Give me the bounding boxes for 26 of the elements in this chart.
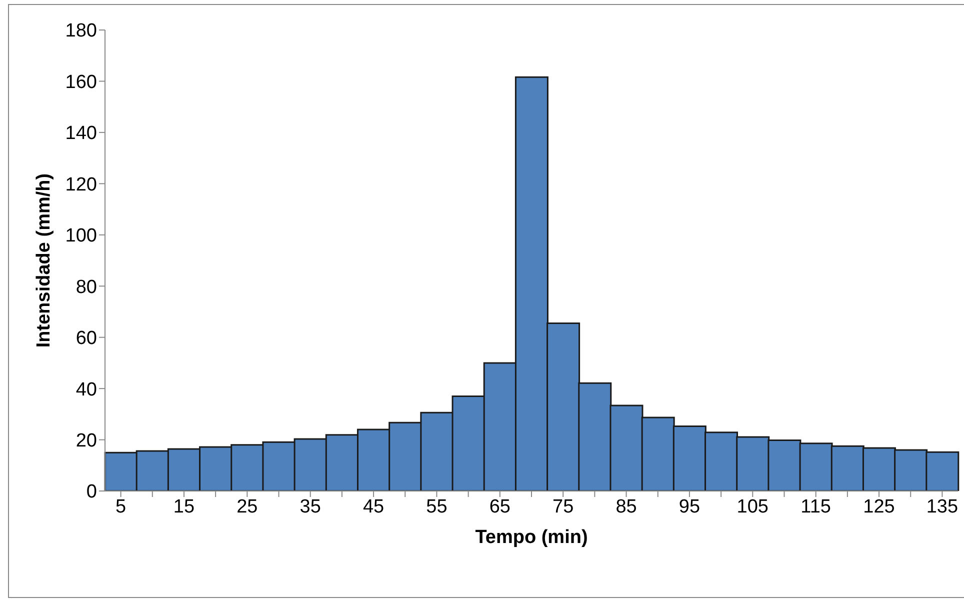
y-tick-label: 180 — [65, 20, 97, 42]
x-tick-label: 105 — [736, 496, 768, 518]
y-tick-label: 120 — [65, 174, 97, 196]
y-tick-label: 100 — [65, 226, 97, 247]
y-tick-label: 160 — [65, 72, 97, 93]
y-tick-label: 60 — [76, 328, 97, 350]
x-tick-label: 45 — [362, 496, 384, 518]
x-tick-label: 135 — [926, 496, 958, 518]
x-axis-title: Tempo (min) — [475, 527, 588, 548]
x-tick-label: 85 — [616, 496, 637, 518]
x-tick-label: 5 — [116, 496, 126, 518]
x-tick-label: 125 — [863, 496, 895, 518]
y-tick-label: 20 — [76, 430, 97, 452]
x-tick-label: 35 — [300, 496, 321, 518]
x-tick-label: 25 — [236, 496, 258, 518]
y-tick-label: 40 — [76, 379, 97, 400]
y-tick-label: 0 — [86, 482, 97, 503]
x-tick-label: 115 — [800, 496, 831, 518]
x-tick-label: 75 — [552, 496, 574, 518]
y-tick-label: 140 — [65, 123, 97, 144]
x-tick-label: 95 — [678, 496, 700, 518]
x-tick-label: 55 — [426, 496, 448, 518]
y-axis-title: Intensidade (mm/h) — [34, 173, 55, 348]
y-tick-label: 80 — [76, 276, 97, 298]
x-tick-label: 15 — [173, 496, 195, 518]
x-tick-label: 65 — [489, 496, 510, 518]
